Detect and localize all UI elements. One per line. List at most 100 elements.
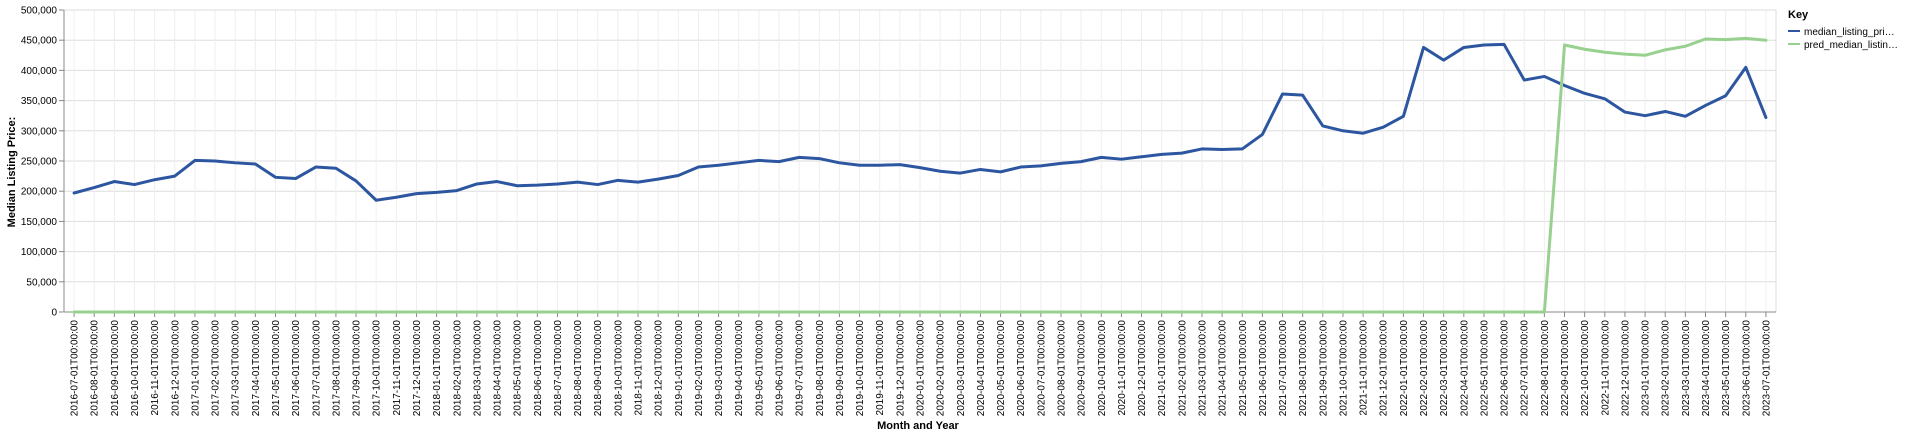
- grid: [64, 9, 1776, 313]
- x-tick-label: 2019-09-01T00:00:00: [835, 320, 846, 417]
- x-tick-label: 2018-05-01T00:00:00: [513, 320, 524, 417]
- tick-labels: 0 50,000 100,000 150,000 200,000 250,000 300,0…: [21, 6, 1773, 417]
- x-tick-label: 2023-06-01T00:00:00: [1741, 320, 1752, 417]
- x-tick-label: 2022-08-01T00:00:00: [1540, 320, 1551, 417]
- x-tick-label: 2017-09-01T00:00:00: [352, 320, 363, 417]
- x-tick-label: 2018-03-01T00:00:00: [472, 320, 483, 417]
- x-tick-label: 2021-05-01T00:00:00: [1238, 320, 1249, 417]
- legend-label-median: median_listing_pri…: [1804, 27, 1895, 38]
- x-tick-label: 2019-03-01T00:00:00: [714, 320, 725, 417]
- x-tick-label: 2018-11-01T00:00:00: [634, 320, 645, 416]
- y-tick-label: 500,000: [21, 6, 58, 17]
- x-tick-label: 2021-03-01T00:00:00: [1197, 320, 1208, 417]
- x-tick-label: 2022-12-01T00:00:00: [1620, 320, 1631, 417]
- x-tick-label: 2021-08-01T00:00:00: [1298, 320, 1309, 417]
- x-tick-label: 2017-05-01T00:00:00: [271, 320, 282, 417]
- x-tick-label: 2018-10-01T00:00:00: [613, 320, 624, 417]
- x-tick-label: 2016-11-01T00:00:00: [150, 320, 161, 416]
- y-tick-label: 50,000: [26, 277, 57, 288]
- x-tick-label: 2019-12-01T00:00:00: [895, 320, 906, 417]
- x-tick-label: 2019-06-01T00:00:00: [775, 320, 786, 417]
- y-tick-label: 100,000: [21, 247, 58, 258]
- x-tick-label: 2017-11-01T00:00:00: [392, 320, 403, 416]
- y-tick-label: 300,000: [21, 126, 58, 137]
- x-tick-label: 2022-10-01T00:00:00: [1580, 320, 1591, 417]
- x-tick-label: 2022-01-01T00:00:00: [1399, 320, 1410, 417]
- x-tick-label: 2020-07-01T00:00:00: [1036, 320, 1047, 417]
- axes: [59, 9, 1777, 317]
- x-tick-label: 2022-07-01T00:00:00: [1520, 320, 1531, 417]
- legend: Key median_listing_pri… pred_median_list…: [1788, 9, 1898, 51]
- x-tick-label: 2020-10-01T00:00:00: [1097, 320, 1108, 417]
- x-tick-label: 2021-07-01T00:00:00: [1278, 320, 1289, 417]
- x-tick-label: 2016-08-01T00:00:00: [90, 320, 101, 417]
- x-tick-label: 2017-02-01T00:00:00: [211, 320, 222, 417]
- x-tick-label: 2018-01-01T00:00:00: [432, 320, 443, 417]
- x-tick-label: 2017-07-01T00:00:00: [311, 320, 322, 417]
- y-tick-label: 150,000: [21, 217, 58, 228]
- x-tick-label: 2019-07-01T00:00:00: [795, 320, 806, 417]
- y-tick-label: 400,000: [21, 66, 58, 77]
- x-tick-label: 2019-04-01T00:00:00: [734, 320, 745, 417]
- x-tick-label: 2021-11-01T00:00:00: [1359, 320, 1370, 416]
- x-tick-label: 2017-04-01T00:00:00: [251, 320, 262, 417]
- x-tick-label: 2019-05-01T00:00:00: [754, 320, 765, 417]
- x-tick-label: 2022-02-01T00:00:00: [1419, 320, 1430, 417]
- x-tick-label: 2020-08-01T00:00:00: [1056, 320, 1067, 417]
- x-tick-label: 2023-03-01T00:00:00: [1681, 320, 1692, 417]
- x-tick-label: 2021-06-01T00:00:00: [1258, 320, 1269, 417]
- x-tick-label: 2020-04-01T00:00:00: [976, 320, 987, 417]
- x-tick-label: 2018-07-01T00:00:00: [553, 320, 564, 417]
- x-tick-label: 2023-07-01T00:00:00: [1761, 320, 1772, 417]
- x-tick-label: 2018-04-01T00:00:00: [493, 320, 504, 417]
- x-tick-label: 2023-05-01T00:00:00: [1721, 320, 1732, 417]
- x-tick-label: 2017-06-01T00:00:00: [291, 320, 302, 417]
- series-line-median-listing-price: [72, 42, 1768, 202]
- x-tick-label: 2022-04-01T00:00:00: [1459, 320, 1470, 417]
- x-tick-label: 2016-12-01T00:00:00: [170, 320, 181, 417]
- y-tick-label: 450,000: [21, 36, 58, 47]
- x-tick-label: 2017-08-01T00:00:00: [331, 320, 342, 417]
- x-tick-label: 2019-11-01T00:00:00: [875, 320, 886, 416]
- x-tick-label: 2021-02-01T00:00:00: [1177, 320, 1188, 417]
- x-tick-label: 2022-06-01T00:00:00: [1500, 320, 1511, 417]
- x-tick-label: 2020-02-01T00:00:00: [936, 320, 947, 417]
- x-tick-label: 2021-01-01T00:00:00: [1157, 320, 1168, 417]
- x-tick-label: 2022-03-01T00:00:00: [1439, 320, 1450, 417]
- x-tick-label: 2020-01-01T00:00:00: [916, 320, 927, 417]
- x-tick-label: 2019-08-01T00:00:00: [815, 320, 826, 417]
- x-tick-label: 2018-09-01T00:00:00: [593, 320, 604, 417]
- x-tick-label: 2021-10-01T00:00:00: [1338, 320, 1349, 417]
- x-tick-label: 2017-12-01T00:00:00: [412, 320, 423, 417]
- x-tick-label: 2016-07-01T00:00:00: [70, 320, 81, 417]
- x-tick-label: 2023-02-01T00:00:00: [1661, 320, 1672, 417]
- x-tick-label: 2018-12-01T00:00:00: [654, 320, 665, 417]
- x-tick-label: 2020-06-01T00:00:00: [1016, 320, 1027, 417]
- series-line-predicted-median-listing-price: [72, 36, 1768, 314]
- x-tick-label: 2017-01-01T00:00:00: [190, 320, 201, 417]
- y-tick-label: 350,000: [21, 96, 58, 107]
- x-tick-label: 2019-01-01T00:00:00: [674, 320, 685, 417]
- x-tick-label: 2022-09-01T00:00:00: [1560, 320, 1571, 417]
- legend-title: Key: [1788, 9, 1809, 21]
- x-axis-title: Month and Year: [877, 420, 959, 432]
- y-tick-label: 0: [51, 308, 57, 319]
- x-tick-label: 2020-05-01T00:00:00: [996, 320, 1007, 417]
- x-tick-label: 2020-11-01T00:00:00: [1117, 320, 1128, 416]
- x-tick-label: 2018-08-01T00:00:00: [573, 320, 584, 417]
- x-tick-label: 2019-02-01T00:00:00: [694, 320, 705, 417]
- y-axis-title: Median Listing Price:: [6, 117, 18, 228]
- x-tick-label: 2020-03-01T00:00:00: [956, 320, 967, 417]
- x-tick-label: 2023-01-01T00:00:00: [1641, 320, 1652, 417]
- series-lines: [72, 36, 1768, 314]
- x-tick-label: 2020-09-01T00:00:00: [1077, 320, 1088, 417]
- x-tick-label: 2018-02-01T00:00:00: [452, 320, 463, 417]
- x-tick-label: 2016-10-01T00:00:00: [130, 320, 141, 417]
- y-tick-label: 250,000: [21, 157, 58, 168]
- x-tick-label: 2021-09-01T00:00:00: [1318, 320, 1329, 417]
- y-tick-label: 200,000: [21, 187, 58, 198]
- x-tick-label: 2020-12-01T00:00:00: [1137, 320, 1148, 417]
- x-tick-label: 2022-05-01T00:00:00: [1479, 320, 1490, 417]
- x-tick-label: 2016-09-01T00:00:00: [110, 320, 121, 417]
